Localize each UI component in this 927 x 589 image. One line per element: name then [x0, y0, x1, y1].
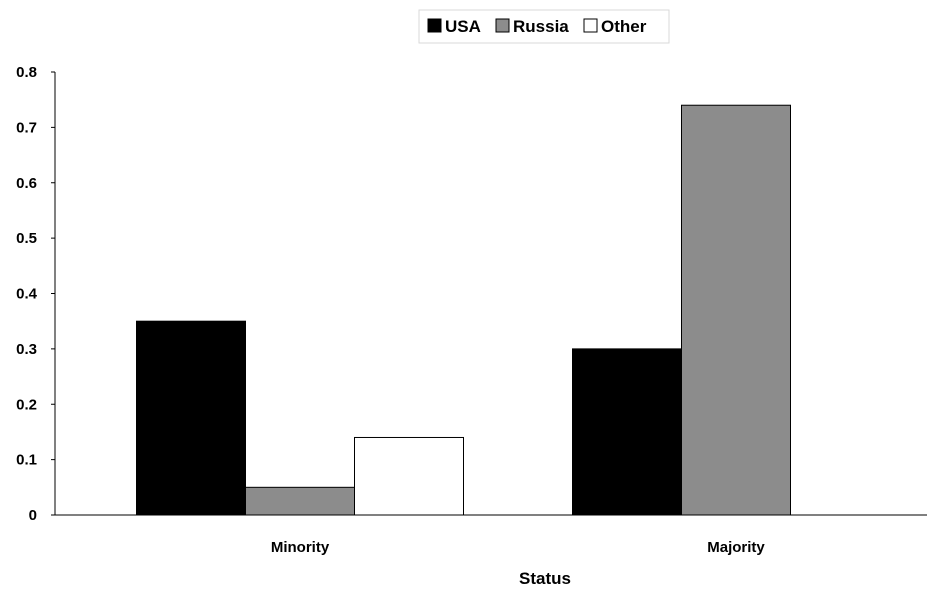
x-axis: Minority Majority [55, 514, 927, 556]
legend-label-usa: USA [445, 17, 481, 36]
y-tick-label: 0.5 [16, 230, 37, 247]
y-tick-label: 0.4 [16, 286, 38, 303]
y-tick-label: 0.2 [16, 396, 37, 413]
legend: USA Russia Other [418, 9, 670, 44]
x-tick-label: Minority [271, 539, 330, 556]
legend-box [418, 9, 670, 44]
y-tick-label: 0.7 [16, 119, 37, 136]
x-tick-label: Majority [707, 539, 765, 556]
bar-usa-minority [136, 320, 246, 516]
y-tick-label: 0.3 [16, 341, 37, 358]
bar-russia-majority [681, 104, 791, 516]
legend-swatch-usa [427, 18, 442, 33]
legend-swatch-russia [495, 18, 510, 33]
bar-usa-majority [572, 348, 682, 516]
x-axis-title: Status [519, 569, 571, 588]
legend-swatch-other [583, 18, 598, 33]
y-tick-label: 0 [29, 507, 37, 524]
y-axis: 0 0.1 0.2 0.3 0.4 0.5 0.6 0.7 0.8 [16, 64, 56, 524]
y-tick-label: 0.6 [16, 175, 37, 192]
bars [136, 104, 791, 516]
legend-label-russia: Russia [513, 17, 569, 36]
y-tick-label: 0.1 [16, 452, 37, 469]
legend-label-other: Other [601, 17, 647, 36]
bar-other-minority [354, 436, 464, 516]
y-tick-label: 0.8 [16, 64, 37, 81]
bar-russia-minority [245, 486, 355, 516]
